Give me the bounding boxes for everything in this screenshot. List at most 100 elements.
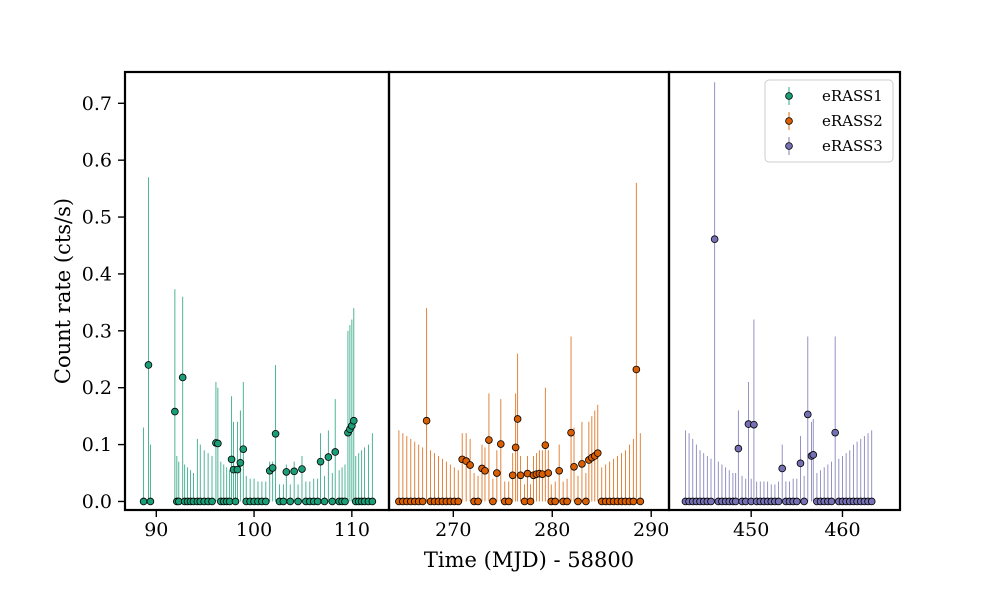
data-point-erass2-43 — [551, 497, 560, 506]
data-point-erass2-26 — [497, 440, 505, 448]
data-point-erass1-33 — [261, 497, 270, 506]
data-point-erass1-36 — [271, 429, 280, 438]
data-point-erass2-15 — [454, 497, 463, 506]
y-tick-label-5: 0.5 — [82, 207, 112, 229]
legend-label-erass1: eRASS1 — [822, 87, 883, 105]
data-point-erass2-22 — [481, 466, 489, 475]
data-point-erass2-66 — [636, 497, 645, 506]
y-tick-label-4: 0.4 — [82, 263, 112, 285]
data-point-erass1-52 — [331, 448, 340, 456]
data-point-erass1-22 — [227, 455, 236, 464]
data-point-erass2-6 — [418, 497, 427, 506]
data-point-erass1-15 — [208, 497, 216, 506]
legend: eRASS1 eRASS2 eRASS3 — [764, 79, 894, 163]
y-axis-label: Count rate (cts/s) — [51, 198, 75, 384]
data-point-erass2-41 — [544, 469, 553, 477]
panel-frames — [123, 70, 902, 512]
legend-marker-erass3 — [785, 142, 793, 150]
x-tick-label-erass2-1: 280 — [534, 519, 570, 541]
x-axis-label: Time (MJD) - 58800 — [424, 548, 634, 572]
data-point-erass2-50 — [578, 460, 586, 468]
data-point-erass1-2 — [146, 497, 155, 506]
data-point-erass2-35 — [526, 497, 535, 506]
legend-label-erass3: eRASS3 — [822, 137, 883, 155]
error-bars-layer — [143, 82, 873, 502]
data-point-erass3-33 — [796, 459, 805, 468]
data-point-erass3-37 — [809, 451, 818, 459]
data-point-erass2-44 — [555, 466, 563, 475]
data-point-erass1-49 — [320, 497, 329, 506]
data-point-erass3-28 — [778, 464, 787, 473]
x-tick-label-erass2-0: 270 — [435, 519, 471, 541]
data-point-erass3-53 — [867, 497, 876, 506]
data-point-erass2-29 — [508, 471, 517, 480]
legend-marker-erass2 — [785, 117, 793, 125]
data-point-erass1-59 — [349, 416, 358, 425]
data-point-erass3-14 — [731, 497, 740, 506]
x-tick-label-erass1-0: 90 — [144, 519, 168, 541]
data-point-erass1-55 — [341, 497, 349, 506]
data-point-erass1-40 — [286, 497, 295, 506]
y-tick-label-3: 0.3 — [82, 320, 112, 342]
data-point-erass2-20 — [474, 497, 482, 506]
data-point-erass1-6 — [178, 373, 187, 382]
data-point-erass2-46 — [563, 497, 571, 506]
data-point-erass3-32 — [793, 497, 801, 506]
data-point-erass1-43 — [298, 465, 306, 473]
y-tick-label-1: 0.1 — [82, 434, 112, 456]
data-point-erass2-7 — [422, 416, 431, 425]
data-point-erass1-3 — [171, 407, 179, 416]
panel-frame-erass2 — [387, 70, 671, 512]
data-point-erass3-20 — [750, 420, 758, 429]
data-point-erass1-0 — [139, 497, 148, 506]
data-point-erass2-18 — [466, 461, 474, 469]
legend-box — [764, 79, 894, 163]
data-point-erass2-23 — [485, 436, 493, 444]
y-tick-label-6: 0.6 — [82, 150, 112, 172]
data-point-erass2-47 — [567, 428, 575, 437]
panel-frame-erass1 — [123, 70, 391, 512]
data-point-erass2-24 — [489, 497, 497, 506]
data-point-erass2-48 — [570, 462, 578, 471]
data-point-erass2-65 — [632, 365, 641, 374]
x-tick-label-erass3-1: 460 — [824, 519, 860, 541]
data-point-erass2-30 — [511, 443, 520, 452]
x-tick-label-erass1-2: 110 — [334, 519, 370, 541]
data-point-erass2-25 — [493, 469, 501, 477]
x-axis: 90 100 110 270 280 290 450 460 — [144, 510, 861, 541]
y-axis: 0.0 0.1 0.2 0.3 0.4 0.5 0.6 0.7 — [82, 93, 125, 513]
y-tick-label-0: 0.0 — [82, 491, 112, 513]
data-point-erass1-38 — [279, 497, 288, 506]
data-point-erass2-51 — [582, 497, 590, 506]
data-point-erass2-40 — [541, 441, 550, 449]
data-point-erass1-35 — [268, 464, 277, 472]
data-point-erass1-1 — [144, 361, 153, 369]
data-point-erass1-50 — [324, 453, 333, 461]
data-point-erass2-32 — [516, 471, 525, 480]
x-tick-label-erass3-0: 450 — [733, 519, 769, 541]
data-point-erass3-43 — [831, 428, 839, 437]
data-point-erass3-34 — [800, 497, 808, 506]
data-point-erass2-28 — [504, 497, 513, 506]
data-point-erass3-7 — [707, 497, 715, 506]
data-point-erass1-27 — [239, 445, 248, 453]
data-point-erass1-65 — [368, 497, 377, 506]
legend-label-erass2: eRASS2 — [822, 112, 883, 130]
data-point-erass3-42 — [827, 497, 836, 506]
data-point-erass1-25 — [233, 465, 242, 474]
data-point-erass3-27 — [774, 497, 783, 506]
data-point-erass1-42 — [294, 497, 302, 506]
legend-marker-erass1 — [785, 92, 793, 100]
x-tick-label-erass1-1: 100 — [236, 519, 272, 541]
data-point-erass1-39 — [282, 468, 291, 476]
data-point-erass1-24 — [231, 497, 240, 506]
data-point-erass3-8 — [710, 235, 719, 244]
y-tick-label-7: 0.7 — [82, 93, 112, 115]
data-point-erass1-47 — [313, 497, 322, 506]
data-points-layer — [139, 235, 876, 506]
data-point-erass1-41 — [290, 467, 298, 476]
data-point-erass3-35 — [803, 410, 812, 419]
data-point-erass1-51 — [328, 497, 337, 506]
data-point-erass2-55 — [593, 449, 602, 457]
